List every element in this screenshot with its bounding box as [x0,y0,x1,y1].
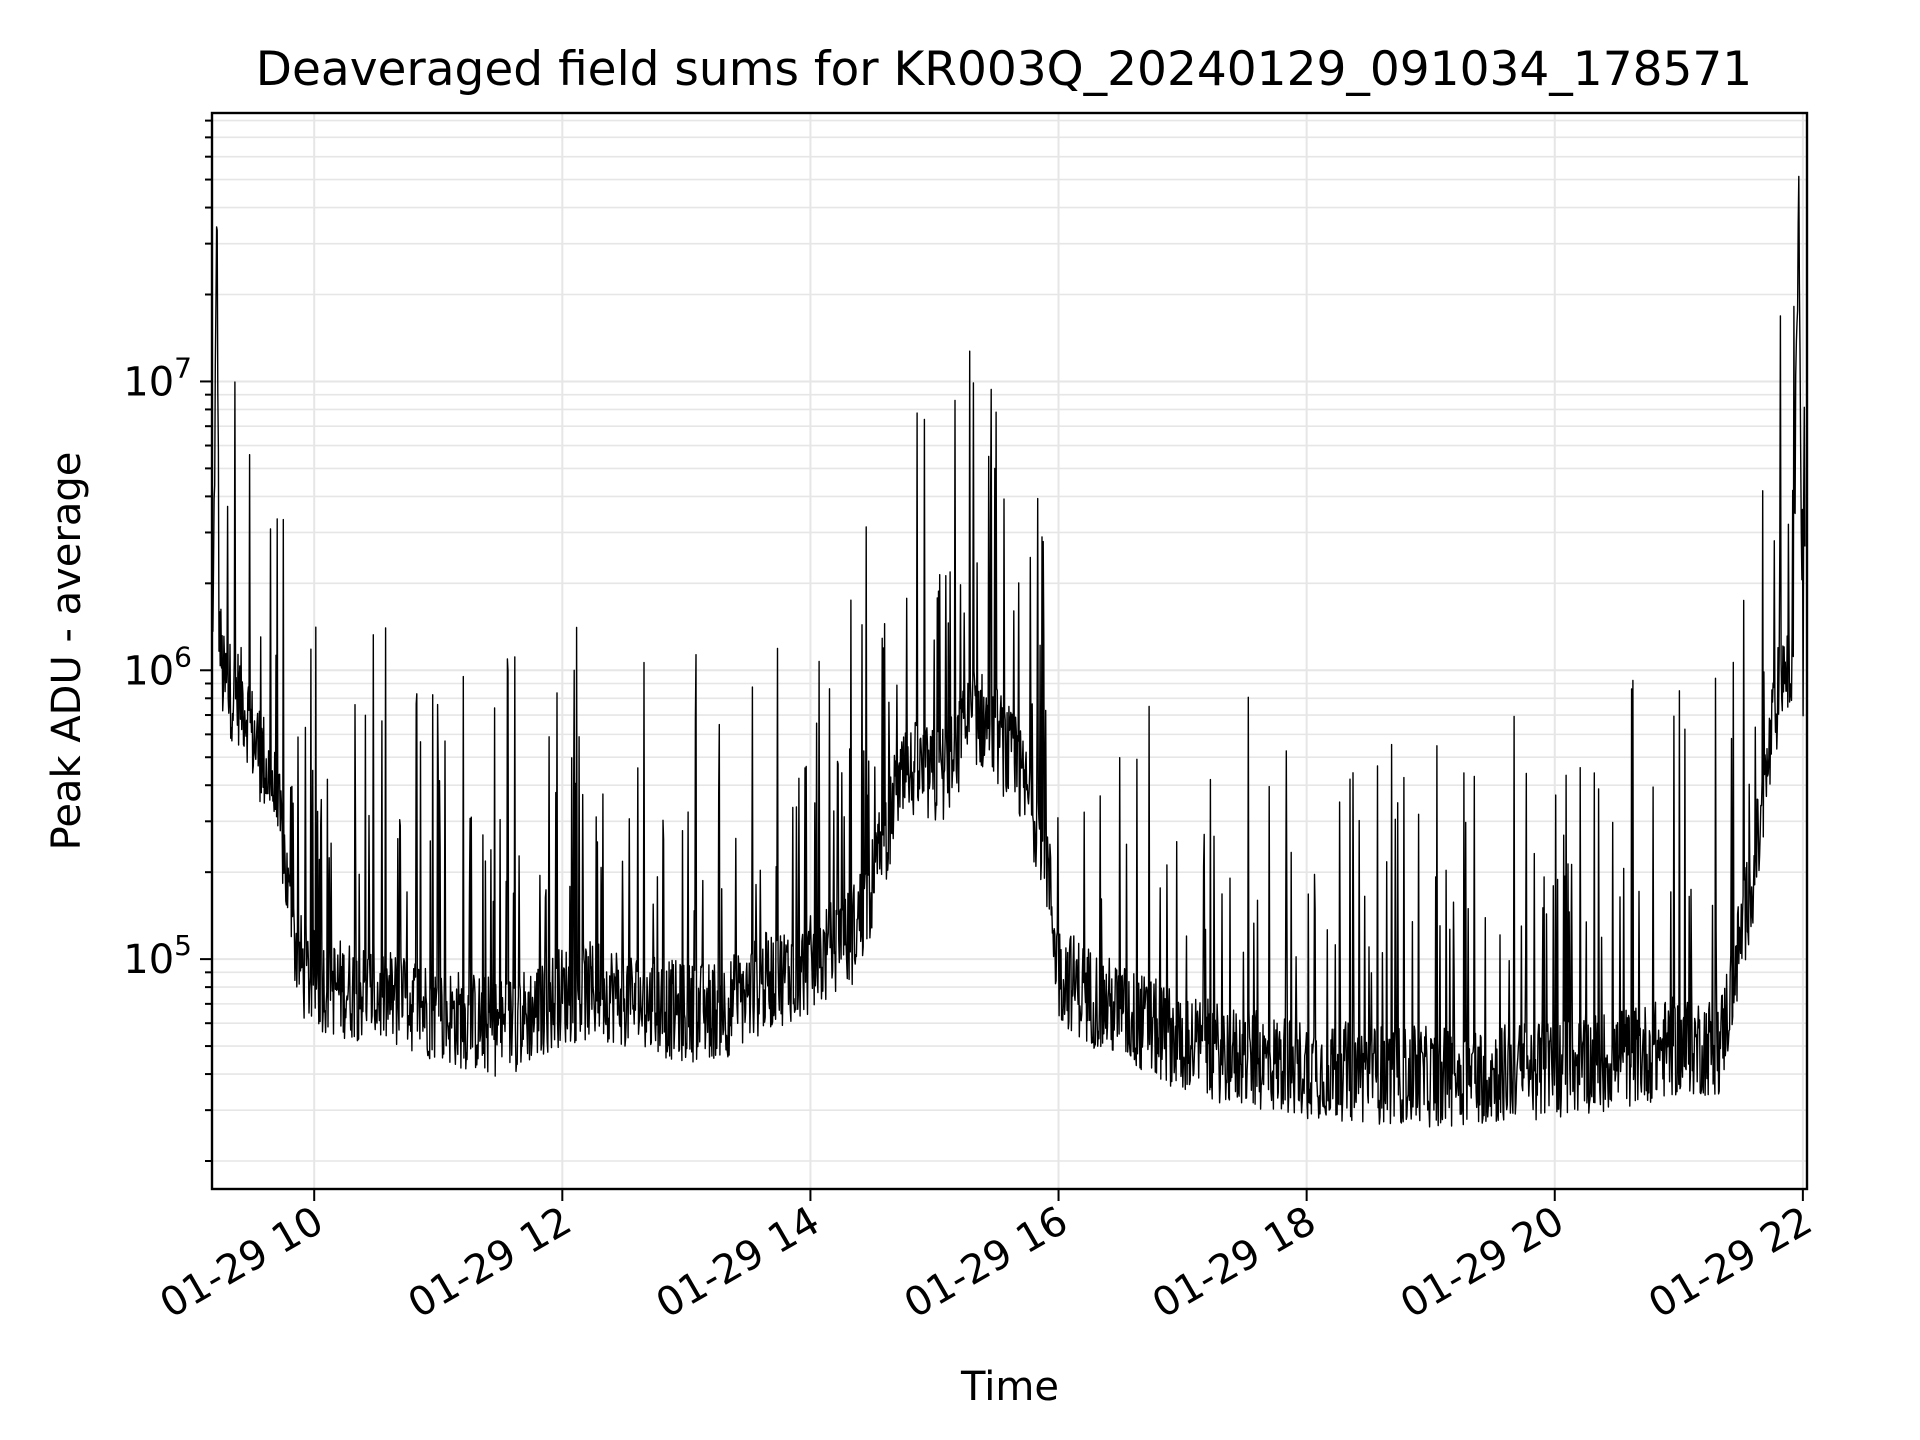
series-layer [212,175,1806,1128]
y-tick-label: 105 [123,929,192,983]
chart-title: Deaveraged field sums for KR003Q_2024012… [256,42,1752,97]
y-tick-exponent: 5 [174,929,192,962]
y-tick-label: 106 [123,640,192,694]
y-tick-exponent: 6 [174,640,192,673]
y-tick-exponent: 7 [174,351,192,384]
y-tick-label: 107 [123,351,192,405]
plot-frame [210,111,1809,1191]
y-tick-base: 10 [123,359,174,405]
y-axis-label: Peak ADU - average [44,452,90,851]
y-tick-base: 10 [123,937,174,983]
series-line [212,175,1806,1128]
x-axis-label: Time [960,1364,1059,1410]
y-tick-base: 10 [123,648,174,694]
grid [212,113,1807,1189]
